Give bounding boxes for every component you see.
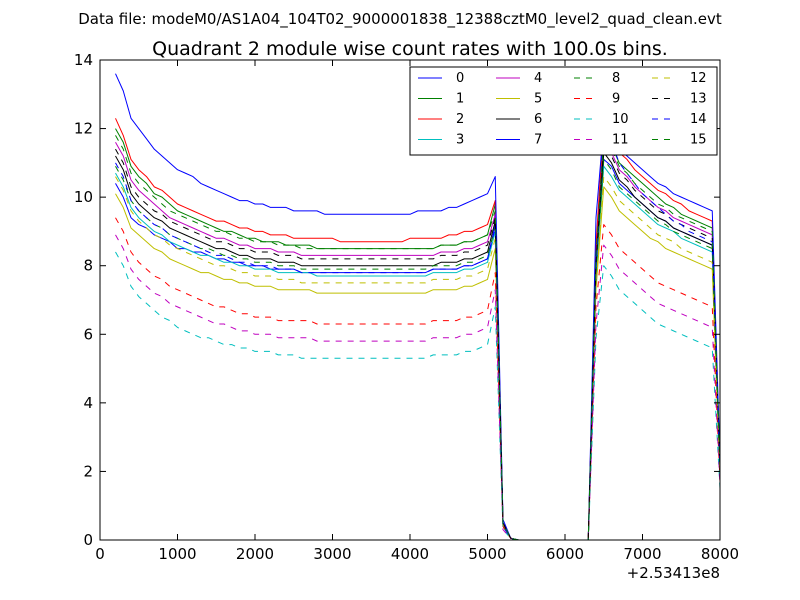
y-tick-label: 2 [83, 462, 93, 480]
series-line-6 [115, 152, 720, 540]
x-tick-label: 2000 [236, 545, 274, 563]
legend-label-6: 6 [534, 112, 542, 127]
series-line-5 [115, 186, 720, 540]
legend-label-2: 2 [456, 112, 464, 127]
x-tick-label: 5000 [468, 545, 506, 563]
series-group [115, 73, 720, 540]
series-line-8 [115, 158, 720, 540]
series-line-15 [115, 135, 720, 540]
legend-label-0: 0 [456, 71, 464, 86]
legend-label-15: 15 [690, 133, 707, 148]
y-tick-label: 10 [74, 188, 93, 206]
legend-label-14: 14 [690, 112, 707, 127]
series-line-4 [115, 141, 720, 540]
series-line-13 [115, 145, 720, 540]
y-tick-label: 12 [74, 120, 93, 138]
y-tick-label: 14 [74, 51, 93, 69]
legend-label-1: 1 [456, 92, 464, 107]
plot-area: 0 1000 2000 3000 4000 5000 6000 7000 80000246810… [74, 51, 739, 582]
legend-label-11: 11 [612, 133, 629, 148]
legend-box [409, 66, 718, 156]
series-line-3 [115, 165, 720, 540]
legend-label-8: 8 [612, 71, 620, 86]
legend-label-12: 12 [690, 71, 707, 86]
legend-label-5: 5 [534, 92, 542, 107]
legend-label-3: 3 [456, 133, 464, 148]
x-offset-label: +2.53413e8 [627, 564, 720, 582]
x-tick-label: 0 [95, 545, 105, 563]
x-tick-label: 4000 [391, 545, 429, 563]
y-tick-label: 0 [83, 531, 93, 549]
legend-label-10: 10 [612, 112, 629, 127]
legend-label-9: 9 [612, 92, 620, 107]
legend-label-7: 7 [534, 133, 542, 148]
x-tick-label: 6000 [546, 545, 584, 563]
x-tick-label: 7000 [623, 545, 661, 563]
legend-label-13: 13 [690, 92, 707, 107]
chart-suptitle: Data file: modeM0/AS1A04_104T02_90000018… [78, 10, 722, 29]
y-tick-label: 8 [83, 257, 93, 275]
x-tick-label: 3000 [313, 545, 351, 563]
legend-label-4: 4 [534, 71, 542, 86]
x-tick-label: 8000 [701, 545, 739, 563]
series-line-14 [115, 128, 720, 540]
chart-title: Quadrant 2 module wise count rates with … [152, 38, 668, 60]
y-tick-label: 4 [83, 394, 93, 412]
x-tick-label: 1000 [158, 545, 196, 563]
y-tick-label: 6 [83, 325, 93, 343]
